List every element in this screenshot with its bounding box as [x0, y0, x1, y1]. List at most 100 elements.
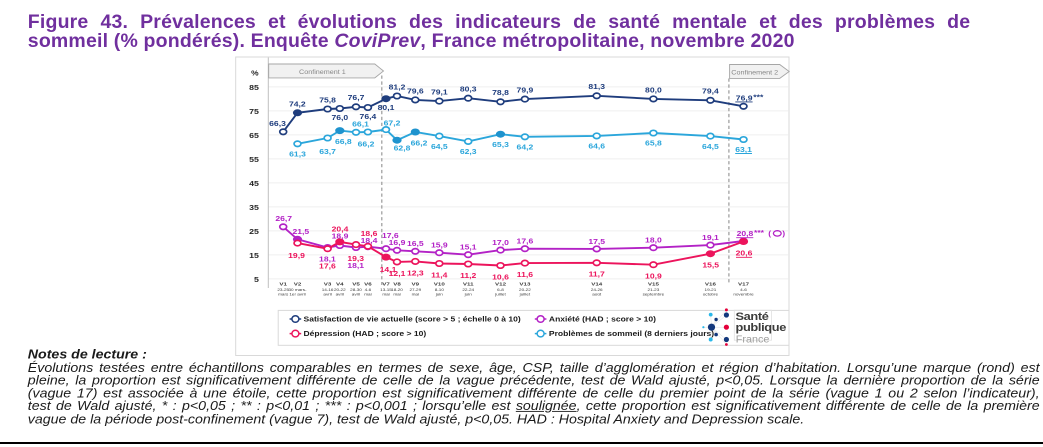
- svg-text:publique: publique: [736, 321, 787, 334]
- svg-text:63,7: 63,7: [319, 147, 336, 155]
- svg-text:septembre: septembre: [643, 292, 665, 297]
- svg-text:62,8: 62,8: [394, 144, 411, 152]
- svg-text:76,9: 76,9: [736, 94, 753, 102]
- svg-text:***: ***: [754, 229, 765, 237]
- svg-text:19-21: 19-21: [705, 287, 717, 292]
- svg-text:mai: mai: [382, 292, 389, 297]
- svg-text:65,8: 65,8: [645, 139, 662, 147]
- svg-text:15,1: 15,1: [460, 243, 477, 251]
- svg-text:V5: V5: [352, 282, 360, 287]
- svg-text:11,6: 11,6: [517, 271, 534, 279]
- svg-text:mars: mars: [278, 292, 288, 297]
- svg-text:81,3: 81,3: [588, 83, 605, 91]
- svg-text:20,6: 20,6: [736, 249, 753, 257]
- svg-text:63,1: 63,1: [735, 145, 752, 153]
- svg-text:80,0: 80,0: [645, 86, 662, 94]
- svg-text:Santé: Santé: [736, 310, 770, 323]
- svg-text:): ): [782, 230, 785, 238]
- svg-text:35: 35: [249, 204, 259, 212]
- svg-text:mai: mai: [393, 292, 400, 297]
- svg-text:5: 5: [254, 276, 259, 284]
- svg-text:10,9: 10,9: [645, 272, 662, 280]
- svg-text:V12: V12: [495, 282, 506, 287]
- svg-text:65: 65: [249, 132, 259, 140]
- svg-text:10,6: 10,6: [492, 273, 509, 281]
- svg-text:juin: juin: [464, 292, 473, 297]
- svg-text:Satisfaction de vie actuelle (: Satisfaction de vie actuelle (score > 5 …: [304, 315, 522, 323]
- svg-text:V11: V11: [463, 282, 474, 287]
- svg-text:24-26: 24-26: [591, 287, 603, 292]
- svg-text:V4: V4: [336, 282, 345, 287]
- svg-text:20-22: 20-22: [519, 287, 531, 292]
- svg-text:12,3: 12,3: [407, 269, 424, 277]
- svg-text:66,8: 66,8: [335, 138, 352, 146]
- svg-text:17,0: 17,0: [492, 239, 509, 247]
- svg-text:avril: avril: [323, 292, 331, 297]
- svg-text:18-20: 18-20: [391, 287, 403, 292]
- svg-text:17,6: 17,6: [319, 262, 336, 270]
- svg-text:67,2: 67,2: [384, 119, 401, 127]
- svg-text:octobre: octobre: [703, 292, 719, 297]
- svg-text:80,3: 80,3: [460, 85, 477, 93]
- svg-text:61,3: 61,3: [289, 150, 306, 158]
- svg-text:79,9: 79,9: [517, 86, 534, 94]
- svg-text:Confinement 1: Confinement 1: [299, 69, 346, 76]
- svg-text:62,3: 62,3: [460, 148, 477, 156]
- svg-text:août: août: [592, 292, 602, 297]
- svg-text:V13: V13: [519, 282, 530, 287]
- svg-text:26,7: 26,7: [275, 214, 292, 222]
- svg-text:55: 55: [249, 156, 259, 164]
- svg-text:18,1: 18,1: [347, 261, 364, 269]
- svg-text:30 mars-: 30 mars-: [288, 287, 307, 292]
- svg-text:6-8: 6-8: [497, 287, 504, 292]
- svg-text:19,9: 19,9: [288, 251, 305, 259]
- svg-text:18,4: 18,4: [361, 236, 378, 244]
- svg-text:17,5: 17,5: [588, 237, 605, 245]
- svg-text:64,5: 64,5: [702, 142, 719, 150]
- svg-text:mai: mai: [364, 292, 371, 297]
- svg-text:avril: avril: [336, 292, 344, 297]
- svg-text:V2: V2: [294, 282, 302, 287]
- svg-text:juillet: juillet: [519, 292, 531, 297]
- svg-text:novembre: novembre: [733, 292, 754, 297]
- svg-text:64,6: 64,6: [588, 142, 605, 150]
- svg-text:20-22: 20-22: [334, 287, 346, 292]
- svg-text:France: France: [736, 335, 770, 345]
- svg-text:80,1: 80,1: [378, 103, 395, 111]
- svg-text:15: 15: [249, 252, 259, 260]
- svg-text:79,4: 79,4: [702, 87, 719, 95]
- svg-text:66,1: 66,1: [352, 120, 369, 128]
- svg-text:Confinement 2: Confinement 2: [731, 69, 778, 76]
- svg-text:14,1: 14,1: [380, 266, 397, 274]
- svg-text:20,4: 20,4: [332, 225, 349, 233]
- svg-text:16,9: 16,9: [389, 239, 406, 247]
- svg-text:16,5: 16,5: [407, 240, 424, 248]
- svg-text:27-29: 27-29: [409, 287, 421, 292]
- svg-text:64,2: 64,2: [517, 143, 534, 151]
- svg-text:22-24: 22-24: [462, 287, 474, 292]
- svg-text:45: 45: [249, 180, 259, 188]
- svg-text:21-23: 21-23: [648, 287, 660, 292]
- svg-text:66,2: 66,2: [411, 139, 428, 147]
- svg-text:***: ***: [753, 93, 764, 101]
- svg-text:V16: V16: [705, 282, 716, 287]
- svg-text:13-15: 13-15: [380, 287, 392, 292]
- svg-text:11,2: 11,2: [460, 271, 477, 279]
- svg-text:19,3: 19,3: [347, 255, 364, 263]
- svg-text:18,6: 18,6: [361, 230, 378, 238]
- svg-text:79,6: 79,6: [407, 87, 424, 95]
- svg-text:75,8: 75,8: [319, 96, 336, 104]
- svg-text:Problèmes de sommeil (8 dernie: Problèmes de sommeil (8 derniers jours): [549, 330, 715, 338]
- svg-text:V1: V1: [279, 282, 287, 287]
- svg-text:4-6: 4-6: [365, 287, 372, 292]
- svg-text:Anxiété (HAD ; score > 10): Anxiété (HAD ; score > 10): [549, 315, 656, 323]
- svg-text:65,3: 65,3: [492, 140, 509, 148]
- svg-text:4-6: 4-6: [740, 287, 747, 292]
- svg-text:V9: V9: [412, 282, 420, 287]
- svg-text:15,9: 15,9: [431, 241, 448, 249]
- svg-text:78,8: 78,8: [492, 89, 509, 97]
- svg-text:17,6: 17,6: [382, 232, 399, 240]
- svg-text:18,9: 18,9: [332, 232, 349, 240]
- svg-text:20,8: 20,8: [737, 230, 754, 238]
- svg-text:V6: V6: [364, 282, 372, 287]
